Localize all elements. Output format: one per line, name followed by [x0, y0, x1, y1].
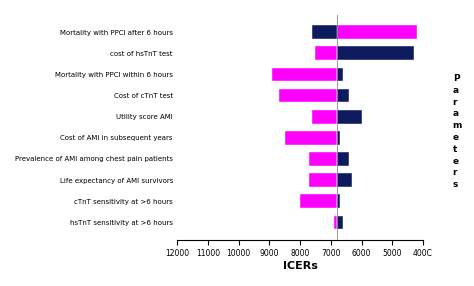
Bar: [300, 194, 337, 208]
Bar: [315, 46, 337, 60]
Bar: [337, 25, 417, 39]
X-axis label: ICERs: ICERs: [283, 261, 318, 271]
Bar: [312, 110, 337, 124]
Bar: [312, 25, 337, 39]
Bar: [337, 46, 414, 60]
Bar: [334, 216, 337, 229]
Bar: [337, 131, 340, 145]
Bar: [337, 173, 352, 187]
Bar: [337, 89, 349, 102]
Bar: [310, 173, 337, 187]
Bar: [337, 194, 340, 208]
Bar: [279, 89, 337, 102]
Text: P
a
r
a
m
e
t
e
r
s: P a r a m e t e r s: [453, 74, 462, 189]
Bar: [337, 110, 362, 124]
Bar: [310, 152, 337, 166]
Bar: [285, 131, 337, 145]
Bar: [337, 216, 343, 229]
Bar: [337, 67, 343, 81]
Bar: [337, 152, 349, 166]
Bar: [273, 67, 337, 81]
